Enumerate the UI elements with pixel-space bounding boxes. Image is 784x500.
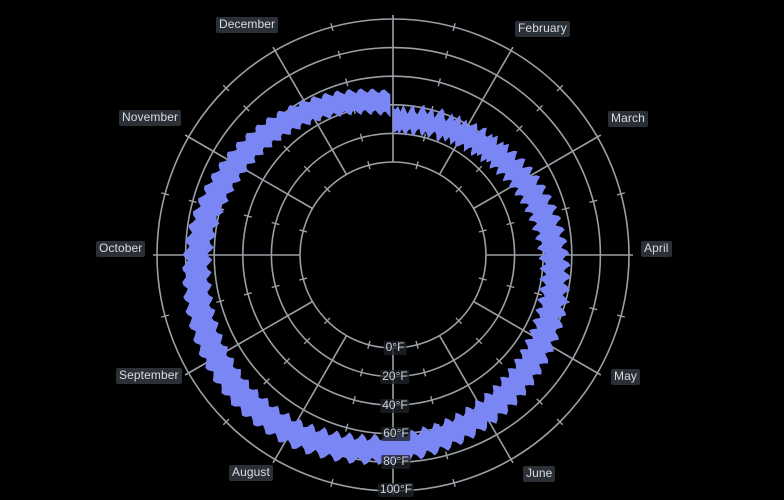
radial-minor-tick (330, 478, 334, 488)
radial-minor-tick (536, 105, 543, 112)
radial-minor-tick (422, 368, 427, 377)
radial-minor-tick (506, 221, 515, 226)
radial-minor-tick (415, 161, 419, 170)
radial-minor-tick (216, 299, 225, 303)
angular-gridline (438, 46, 514, 175)
radial-minor-tick (345, 423, 349, 432)
radial-minor-tick (616, 192, 626, 196)
radial-minor-tick (534, 292, 543, 296)
radial-minor-tick (478, 277, 487, 281)
radial-minor-tick (359, 368, 364, 377)
radial-minor-tick (556, 418, 564, 426)
radial-minor-tick (243, 214, 252, 218)
radial-minor-tick (452, 478, 456, 488)
angular-axis-label-april: April (641, 241, 672, 257)
radial-axis-label-r-80: 80°F (381, 454, 411, 469)
angular-gridline (272, 335, 348, 464)
angular-axis-label-march: March (608, 111, 648, 127)
radial-minor-tick (337, 50, 342, 59)
angular-axis-label-september: September (116, 368, 182, 384)
angular-gridline (473, 134, 602, 210)
radial-minor-tick (352, 396, 356, 405)
radial-minor-tick (271, 221, 280, 226)
radial-minor-tick (437, 78, 441, 87)
radial-minor-tick (616, 314, 626, 318)
angular-axis-label-october: October (96, 241, 146, 257)
radial-minor-ticks (160, 22, 626, 488)
angular-gridline (184, 134, 313, 210)
radial-minor-tick (516, 125, 523, 132)
radial-minor-tick (589, 199, 598, 204)
radial-minor-tick (359, 133, 364, 142)
radial-minor-tick (415, 340, 419, 349)
angular-axis-label-november: November (119, 110, 182, 126)
radial-axis-label-r-60: 60°F (381, 426, 411, 441)
radial-minor-tick (452, 22, 456, 32)
radial-minor-tick (160, 314, 170, 318)
radial-axis-label-r-20: 20°F (380, 369, 410, 384)
radial-minor-tick (367, 161, 371, 170)
radial-minor-tick (589, 306, 598, 311)
angular-axis-label-february: February (515, 21, 570, 37)
angular-axis-label-december: December (216, 17, 279, 33)
radial-minor-tick (222, 418, 230, 426)
angular-axis-label-august: August (229, 465, 273, 481)
radial-minor-tick (323, 317, 331, 325)
radial-minor-tick (323, 185, 331, 193)
radial-minor-tick (160, 192, 170, 196)
radial-minor-tick (330, 22, 334, 32)
angular-gridline (438, 335, 514, 464)
radial-minor-tick (422, 133, 427, 142)
radial-minor-tick (188, 199, 197, 204)
radial-minor-tick (455, 317, 463, 325)
radial-minor-tick (455, 185, 463, 193)
radial-minor-tick (444, 451, 449, 460)
radial-minor-tick (222, 84, 230, 92)
radial-axis-label-r-0: 0°F (383, 340, 407, 355)
radial-minor-tick (478, 229, 487, 233)
radial-axis-label-r-100: 100°F (377, 482, 415, 497)
radial-minor-tick (475, 165, 483, 173)
radial-minor-tick (303, 337, 311, 345)
radial-minor-tick (345, 78, 349, 87)
radial-minor-tick (271, 284, 280, 289)
radial-minor-tick (367, 340, 371, 349)
radial-minor-tick (475, 337, 483, 345)
angular-axis-label-june: June (523, 466, 556, 482)
radial-minor-tick (556, 84, 564, 92)
radial-minor-tick (263, 378, 270, 385)
radial-minor-tick (536, 398, 543, 405)
radial-minor-tick (299, 277, 308, 281)
radial-minor-tick (303, 165, 311, 173)
radial-minor-tick (444, 50, 449, 59)
radial-minor-tick (243, 105, 250, 112)
radial-minor-tick (283, 145, 291, 153)
radial-minor-tick (299, 229, 308, 233)
radial-minor-tick (561, 207, 570, 211)
radial-minor-tick (283, 357, 291, 365)
radial-axis-label-r-40: 40°F (380, 398, 410, 413)
radial-minor-tick (506, 284, 515, 289)
radial-minor-tick (430, 396, 434, 405)
radial-minor-tick (495, 357, 503, 365)
radial-minor-tick (243, 292, 252, 296)
angular-gridlines (153, 15, 633, 495)
angular-axis-label-may: May (611, 369, 640, 385)
